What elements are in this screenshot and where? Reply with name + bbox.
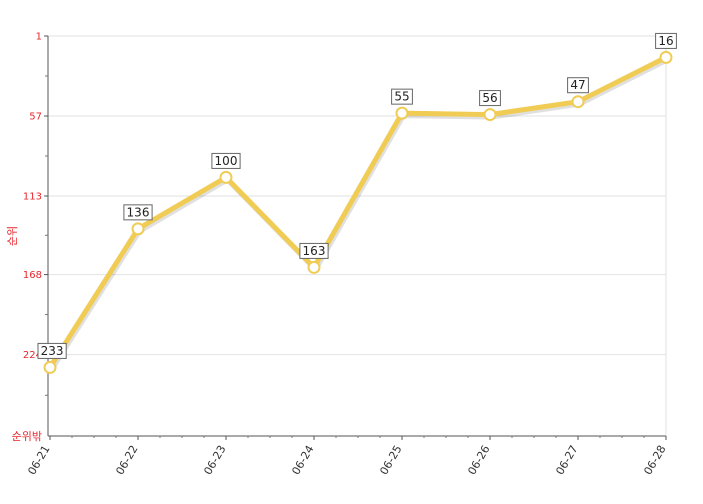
data-label-box (567, 77, 589, 94)
data-point (219, 170, 233, 184)
data-label-box (299, 242, 329, 259)
x-axis-ticks: 06-21 06-22 06-23 06-24 06-25 06-26 06-27 06-28 (25, 436, 669, 477)
data-label: 163 (299, 242, 329, 259)
x-tick-label: 06-26 (465, 443, 492, 477)
data-label-text: 56 (482, 91, 497, 105)
y-tick-label: 168 (23, 270, 42, 281)
series-line-shadow (49, 57, 669, 372)
data-point (483, 108, 497, 122)
y-tick-label: 57 (29, 112, 42, 123)
data-point (43, 360, 57, 374)
x-tick-label: 06-21 (25, 443, 52, 477)
x-tick-label: 06-24 (289, 443, 316, 477)
data-label-box (655, 32, 677, 49)
data-label: 233 (37, 342, 67, 359)
x-tick-label: 06-27 (553, 443, 580, 477)
y-tick-label: 224 (23, 350, 42, 361)
data-label-text: 136 (127, 205, 150, 219)
x-tick-label: 06-25 (377, 443, 404, 477)
y-axis-label: 순위 (6, 226, 19, 246)
data-label-box (479, 90, 501, 107)
data-label-text: 55 (394, 90, 409, 104)
data-label-text: 16 (658, 34, 673, 48)
y-axis-bottom-note: 순위밖 (12, 430, 42, 443)
data-label-box (211, 152, 241, 169)
y-tick-label: 113 (23, 192, 42, 203)
data-label-box (391, 88, 413, 105)
grid-lines (48, 35, 667, 436)
y-axis-ticks: 1 57 113 168 224 (23, 32, 48, 396)
data-label: 16 (655, 32, 677, 49)
data-label-text: 163 (303, 244, 326, 258)
x-tick-label: 06-23 (201, 443, 228, 477)
data-label: 100 (211, 152, 241, 169)
data-label-box (37, 342, 67, 359)
data-label: 47 (567, 77, 589, 94)
data-label: 136 (123, 204, 153, 221)
x-tick-label: 06-28 (641, 443, 668, 477)
y-tick-label: 1 (36, 32, 42, 43)
axes (47, 36, 666, 437)
series-line (47, 54, 669, 370)
data-points (43, 50, 673, 374)
data-label: 56 (479, 90, 501, 107)
data-labels: 233 136 100 163 55 56 47 16 (37, 32, 677, 359)
data-label-box (123, 204, 153, 221)
data-label-text: 100 (215, 154, 238, 168)
data-label-text: 233 (41, 344, 64, 358)
data-point (659, 50, 673, 64)
data-point (571, 95, 585, 109)
data-point (307, 260, 321, 274)
data-label-text: 47 (570, 78, 585, 92)
data-point (395, 106, 409, 120)
series-rank (47, 54, 669, 372)
data-point (131, 222, 145, 236)
data-label: 55 (391, 88, 413, 105)
x-tick-label: 06-22 (113, 443, 140, 477)
